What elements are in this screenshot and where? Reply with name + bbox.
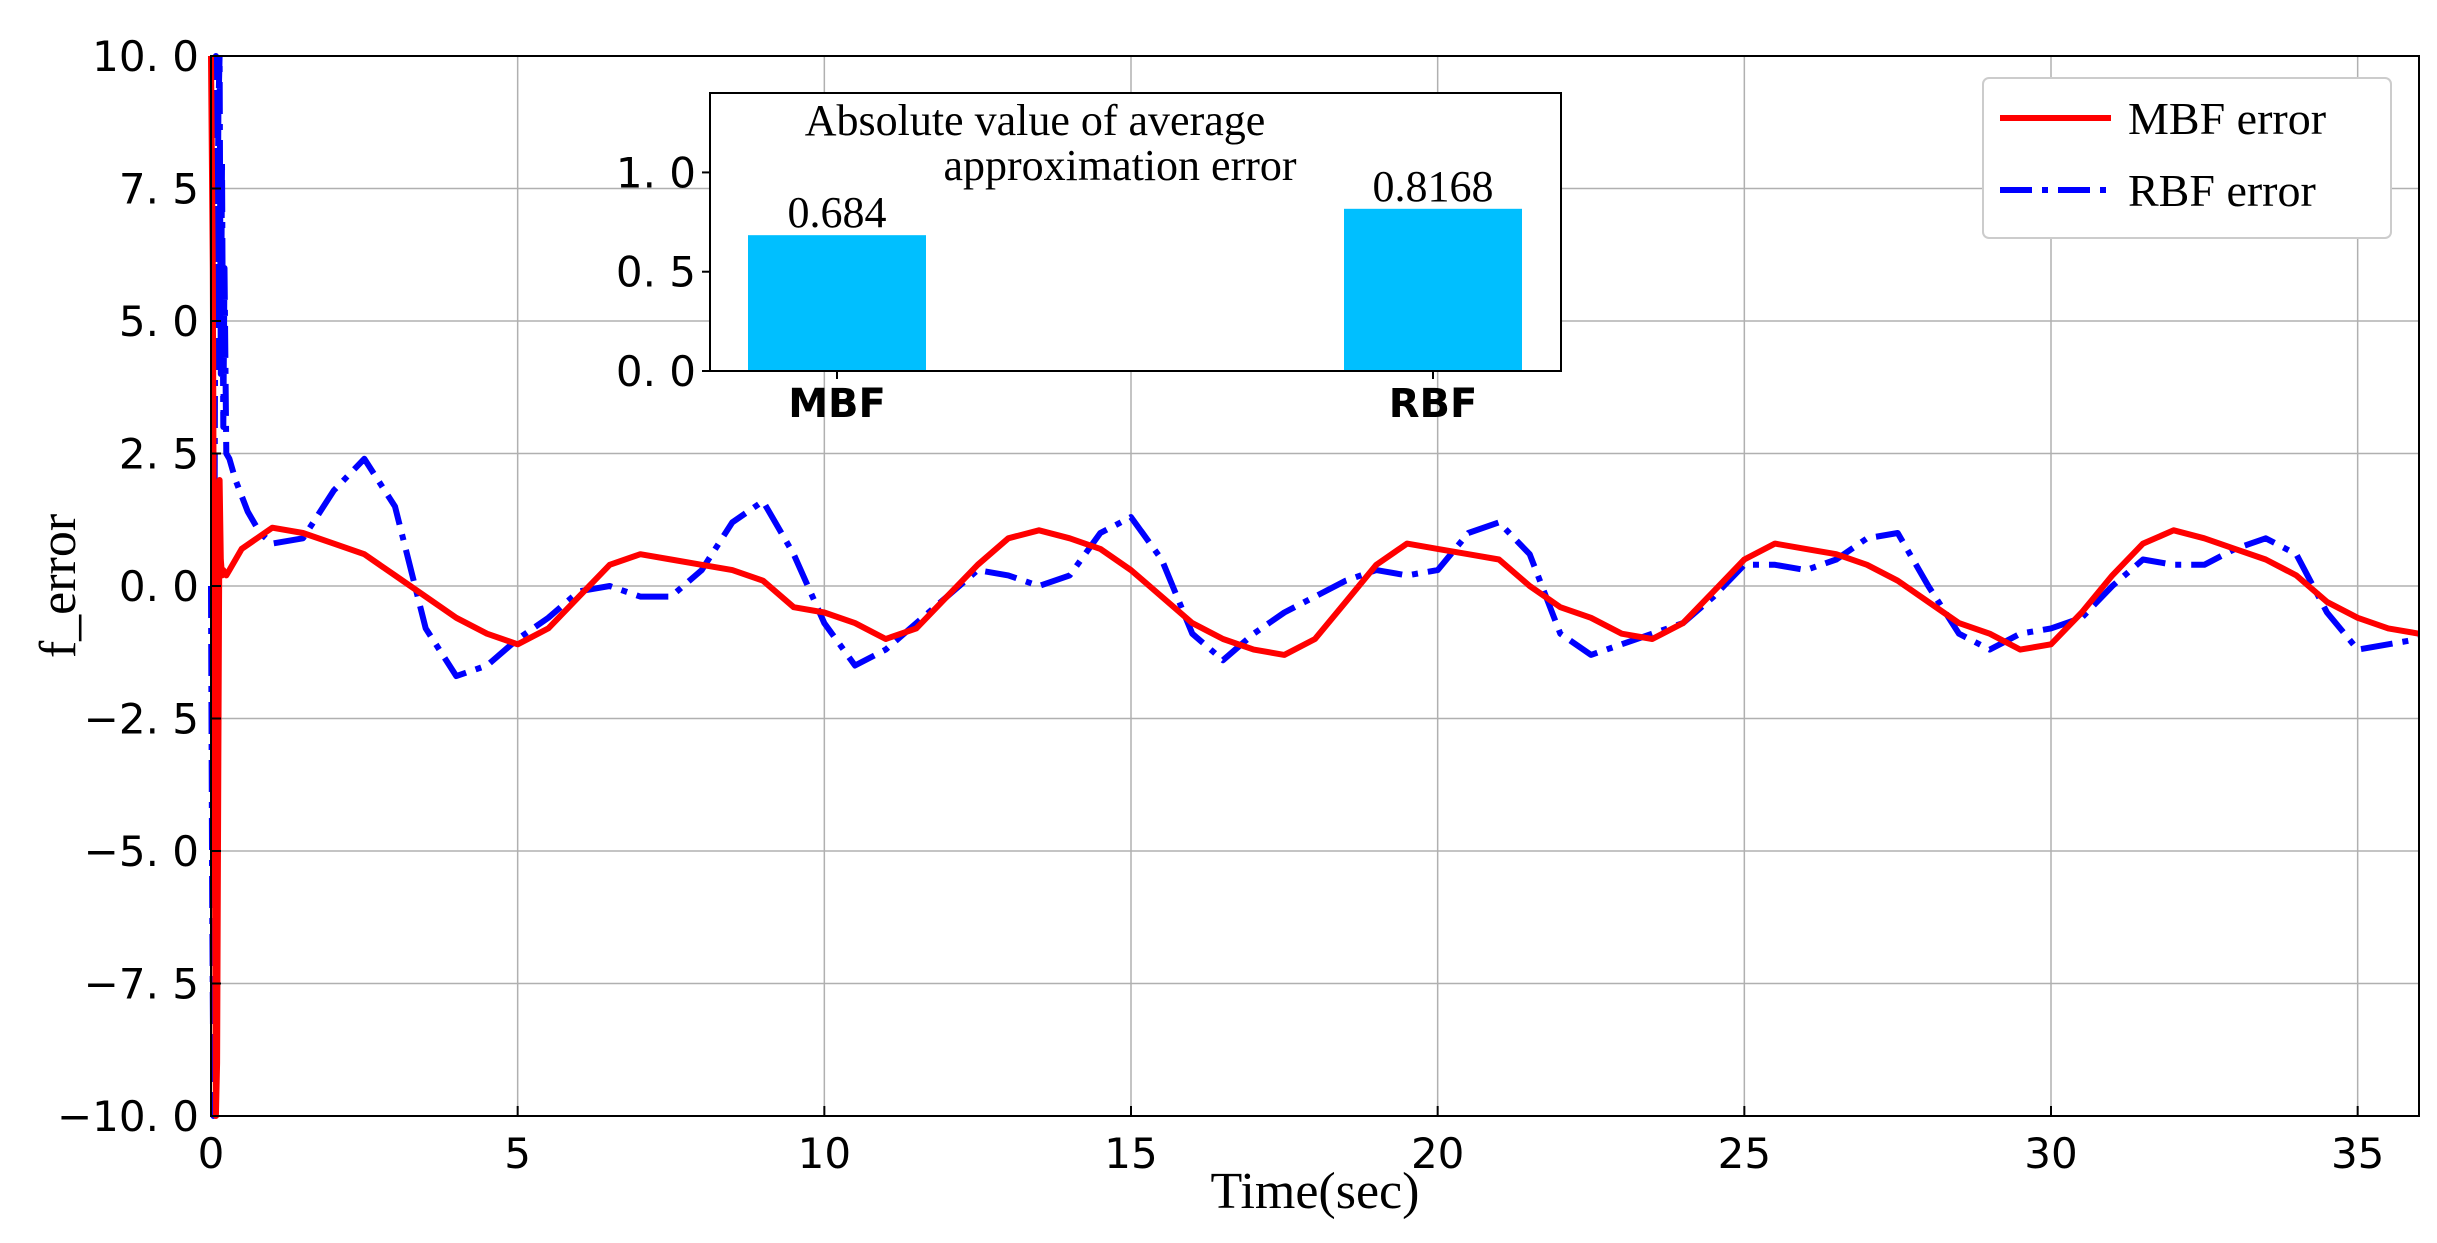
y-axis-label: f_error [30,514,87,658]
legend: MBF error RBF error [1982,77,2392,239]
y-tick-label: 5. 0 [119,297,199,346]
inset-category-label: MBF [788,381,886,427]
inset-title-line-1: Absolute value of average [805,96,1266,145]
x-tick-label: 15 [1104,1129,1157,1178]
inset-y-tick-label: 0. 0 [616,347,696,396]
x-tick-label: 25 [1718,1129,1771,1178]
inset-y-ticks: 0. 0 0. 5 1. 0 [616,148,710,396]
bar-rbf [1344,208,1522,371]
inset-x-ticks: MBF RBF [788,371,1477,427]
bar-mbf [748,235,926,371]
inset-title-line-2: approximation error [943,141,1296,190]
inset-y-tick-label: 1. 0 [616,148,696,197]
x-axis-label: Time(sec) [1211,1163,1420,1220]
y-tick-label: −5. 0 [84,827,199,876]
inset-category-label: RBF [1389,381,1478,427]
y-tick-label: 2. 5 [119,430,199,479]
x-tick-label: 30 [2024,1129,2077,1178]
main-y-ticks: −10. 0 −7. 5 −5. 0 −2. 5 0. 0 2. 5 5. 0 7. 5 10.… [57,32,221,1141]
inset-frame [709,92,1562,372]
inset-bars: 0.684 0.8168 [748,162,1522,371]
y-tick-label: −7. 5 [84,960,199,1009]
y-tick-label: −10. 0 [57,1092,199,1141]
legend-label-rbf: RBF error [2128,165,2316,216]
main-series-lines [208,53,2420,1119]
x-tick-label: 10 [798,1129,851,1178]
main-x-ticks: 0 5 10 15 20 25 30 35 [198,1106,2384,1178]
x-tick-label: 35 [2331,1129,2384,1178]
x-tick-label: 0 [198,1129,225,1178]
legend-label-mbf: MBF error [2128,93,2326,144]
bar-value-label: 0.8168 [1373,162,1494,211]
y-tick-label: 7. 5 [119,165,199,214]
x-tick-label: 5 [504,1129,531,1178]
bar-value-label: 0.684 [788,188,887,237]
y-tick-label: 0. 0 [119,562,199,611]
x-tick-label: 20 [1411,1129,1464,1178]
inset-bar-chart: 0.684 0.8168 0. 0 0. 5 1. 0 MBF RBF Absolute… [616,92,1562,427]
y-tick-label: −2. 5 [84,695,199,744]
series-line-mbf [208,55,2420,1119]
inset-y-tick-label: 0. 5 [616,248,696,297]
y-tick-label: 10. 0 [92,32,199,81]
